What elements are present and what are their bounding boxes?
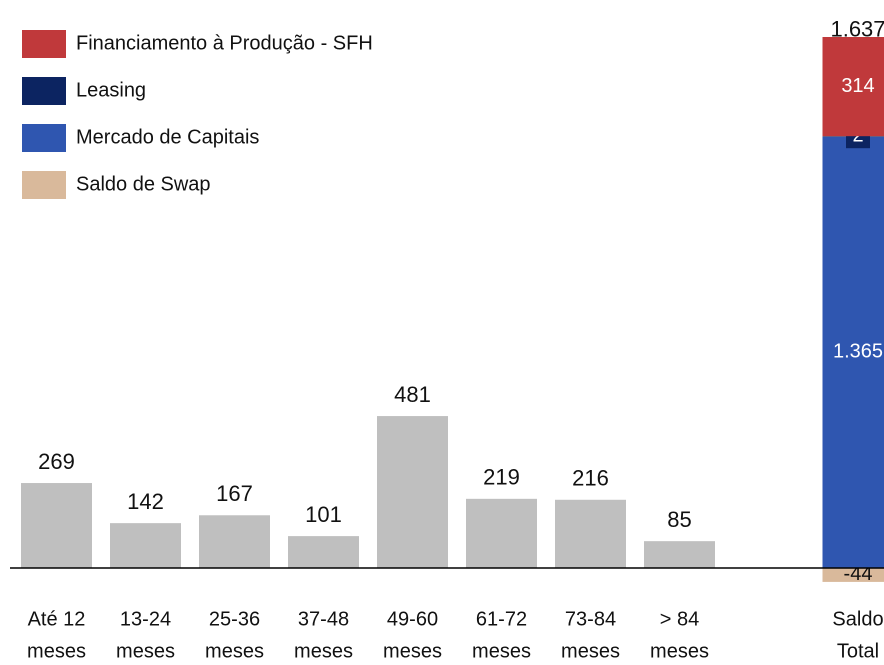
- bar: [288, 536, 359, 569]
- bar: [644, 541, 715, 569]
- value-label: 85: [667, 507, 691, 532]
- x-tick-label: meses: [205, 640, 264, 662]
- bar: [555, 499, 626, 569]
- value-label: 216: [572, 466, 609, 491]
- x-tick-label: meses: [27, 640, 86, 662]
- legend-swatch: [22, 171, 66, 199]
- x-tick-label: 73-84: [565, 608, 616, 630]
- value-label: 167: [216, 481, 253, 506]
- x-tick-label: meses: [294, 640, 353, 662]
- legend-swatch: [22, 77, 66, 105]
- bar: [466, 498, 537, 569]
- x-tick-label: meses: [650, 640, 709, 662]
- segment-label: 1.365: [833, 341, 883, 363]
- value-label: 142: [127, 489, 164, 514]
- value-label: 481: [394, 382, 431, 407]
- total-label: 1.637: [830, 17, 884, 42]
- x-tick-label: 37-48: [298, 608, 349, 630]
- x-tick-label: meses: [116, 640, 175, 662]
- value-label: 101: [305, 502, 342, 527]
- stack-segment: [822, 136, 884, 569]
- value-label: 219: [483, 465, 520, 490]
- bar: [199, 515, 270, 569]
- legend-swatch: [22, 124, 66, 152]
- x-tick-label: > 84: [660, 608, 699, 630]
- legend-label: Saldo de Swap: [76, 173, 211, 195]
- x-tick-label: Total: [837, 640, 879, 662]
- value-label: 269: [38, 449, 75, 474]
- stack-segment: [822, 37, 884, 137]
- x-tick-label: meses: [383, 640, 442, 662]
- bar: [110, 523, 181, 569]
- stack-segment: [822, 568, 884, 582]
- x-tick-label: Saldo: [832, 608, 883, 630]
- x-tick-label: Até 12: [28, 608, 86, 630]
- x-tick-label: 61-72: [476, 608, 527, 630]
- x-tick-label: 25-36: [209, 608, 260, 630]
- legend-label: Mercado de Capitais: [76, 126, 259, 148]
- x-tick-label: meses: [472, 640, 531, 662]
- legend-label: Leasing: [76, 79, 146, 101]
- bar: [21, 483, 92, 569]
- x-tick-label: 49-60: [387, 608, 438, 630]
- segment-label: 314: [841, 75, 874, 97]
- legend-label: Financiamento à Produção - SFH: [76, 32, 373, 54]
- legend-swatch: [22, 30, 66, 58]
- x-tick-label: meses: [561, 640, 620, 662]
- x-tick-label: 13-24: [120, 608, 171, 630]
- bar: [377, 416, 448, 569]
